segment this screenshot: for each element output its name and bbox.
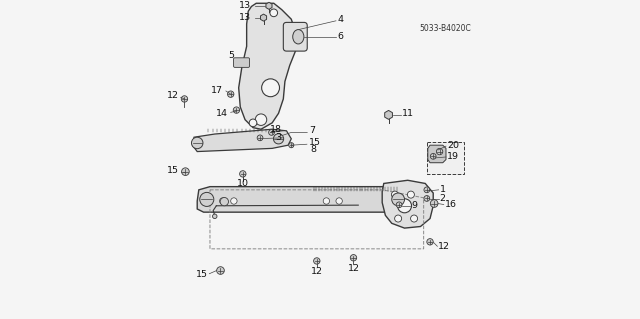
Circle shape: [220, 197, 228, 206]
FancyBboxPatch shape: [284, 22, 307, 51]
Text: 9: 9: [411, 201, 417, 210]
Circle shape: [392, 193, 404, 206]
Circle shape: [212, 214, 217, 219]
Circle shape: [233, 107, 239, 113]
Circle shape: [411, 215, 417, 222]
Text: 15: 15: [309, 138, 321, 147]
Ellipse shape: [292, 30, 304, 44]
Polygon shape: [385, 110, 392, 119]
Polygon shape: [382, 180, 433, 228]
Text: 2: 2: [440, 194, 445, 203]
Text: 7: 7: [309, 126, 315, 135]
Bar: [427, 142, 463, 174]
Circle shape: [270, 9, 278, 17]
Circle shape: [200, 192, 214, 206]
Circle shape: [395, 215, 402, 222]
Text: 13: 13: [239, 13, 252, 22]
Polygon shape: [239, 3, 296, 129]
Polygon shape: [428, 145, 446, 163]
Text: 17: 17: [211, 86, 223, 95]
Circle shape: [427, 239, 433, 245]
Circle shape: [436, 148, 443, 155]
Text: 6: 6: [337, 32, 344, 41]
Circle shape: [430, 200, 438, 207]
Text: 12: 12: [167, 91, 179, 100]
Text: 5033-B4020C: 5033-B4020C: [420, 24, 472, 33]
Circle shape: [262, 79, 280, 97]
FancyBboxPatch shape: [234, 58, 250, 67]
Text: 15: 15: [196, 271, 208, 279]
Circle shape: [424, 196, 429, 201]
Circle shape: [249, 119, 257, 127]
Text: 10: 10: [237, 179, 249, 188]
Circle shape: [336, 198, 342, 204]
Polygon shape: [266, 2, 272, 9]
Text: 19: 19: [447, 152, 459, 161]
Circle shape: [230, 198, 237, 204]
Circle shape: [217, 267, 225, 274]
Text: 12: 12: [311, 267, 323, 276]
Circle shape: [314, 258, 320, 264]
Circle shape: [182, 168, 189, 175]
Circle shape: [257, 135, 263, 141]
Polygon shape: [193, 129, 291, 152]
Polygon shape: [260, 14, 267, 21]
Circle shape: [220, 198, 226, 204]
Circle shape: [227, 91, 234, 97]
Text: 15: 15: [167, 166, 179, 175]
Text: 1: 1: [440, 185, 445, 194]
Circle shape: [181, 96, 188, 102]
Text: 3: 3: [276, 133, 282, 142]
Circle shape: [397, 199, 412, 213]
Circle shape: [430, 153, 436, 159]
Polygon shape: [197, 187, 413, 212]
Circle shape: [239, 171, 246, 177]
Circle shape: [396, 202, 402, 208]
Circle shape: [350, 255, 356, 261]
Text: 12: 12: [348, 264, 360, 273]
Circle shape: [191, 137, 203, 149]
Circle shape: [289, 143, 294, 148]
Text: 5: 5: [228, 51, 234, 60]
Circle shape: [255, 114, 267, 125]
Text: 12: 12: [438, 242, 450, 251]
Circle shape: [269, 130, 275, 135]
Text: 13: 13: [239, 1, 252, 10]
Circle shape: [273, 134, 284, 144]
Text: 18: 18: [269, 125, 282, 134]
Text: 11: 11: [403, 109, 414, 118]
Text: 8: 8: [310, 145, 316, 154]
Text: 20: 20: [447, 141, 459, 150]
Circle shape: [323, 198, 330, 204]
Circle shape: [424, 187, 429, 193]
Circle shape: [408, 191, 415, 198]
Circle shape: [392, 191, 399, 198]
Text: 16: 16: [445, 200, 457, 209]
Text: 14: 14: [216, 109, 227, 118]
Text: 4: 4: [337, 15, 344, 24]
